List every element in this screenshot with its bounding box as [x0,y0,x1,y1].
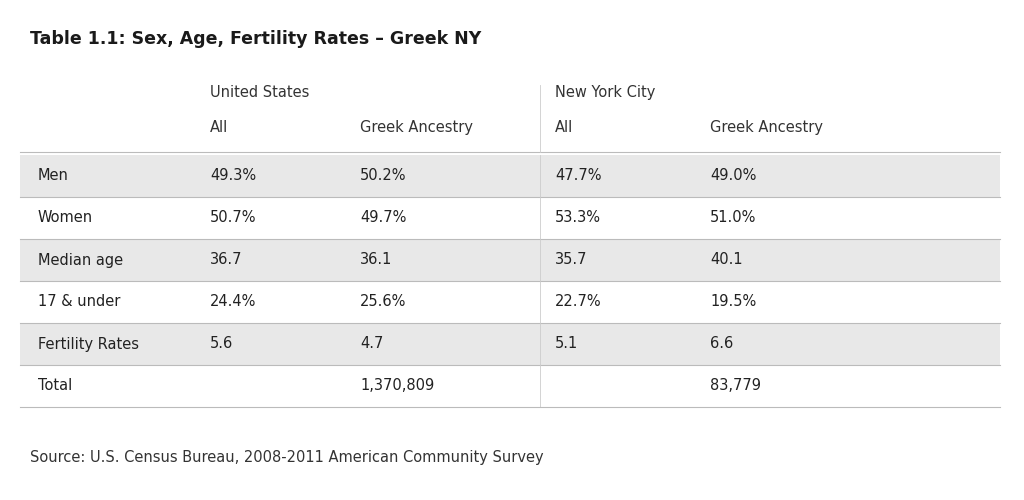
Bar [20,155,1000,197]
Text: 5.6: 5.6 [210,336,233,351]
Text: 4.7: 4.7 [360,336,383,351]
Text: 35.7: 35.7 [555,252,588,268]
Bar [20,323,1000,365]
Text: 1,370,809: 1,370,809 [360,378,434,394]
Bar [20,239,1000,281]
Text: 47.7%: 47.7% [555,168,601,184]
Text: 83,779: 83,779 [710,378,761,394]
Text: Table 1.1: Sex, Age, Fertility Rates – Greek NY: Table 1.1: Sex, Age, Fertility Rates – G… [30,30,481,48]
Text: 6.6: 6.6 [710,336,733,351]
Text: 17 & under: 17 & under [38,294,121,310]
Text: Total: Total [38,378,73,394]
Text: Fertility Rates: Fertility Rates [38,336,139,351]
Text: Men: Men [38,168,69,184]
Text: 5.1: 5.1 [555,336,579,351]
Text: 49.0%: 49.0% [710,168,757,184]
Text: 51.0%: 51.0% [710,210,757,226]
Text: 49.3%: 49.3% [210,168,256,184]
Text: 36.7: 36.7 [210,252,243,268]
Text: Women: Women [38,210,93,226]
Text: New York City: New York City [555,85,655,100]
Text: Greek Ancestry: Greek Ancestry [360,120,473,135]
Text: All: All [210,120,228,135]
Text: 50.7%: 50.7% [210,210,256,226]
Text: 49.7%: 49.7% [360,210,407,226]
Text: 25.6%: 25.6% [360,294,407,310]
Text: All: All [555,120,573,135]
Text: Median age: Median age [38,252,123,268]
Text: 36.1: 36.1 [360,252,392,268]
Text: Greek Ancestry: Greek Ancestry [710,120,823,135]
Text: Source: U.S. Census Bureau, 2008-2011 American Community Survey: Source: U.S. Census Bureau, 2008-2011 Am… [30,450,544,465]
Text: 40.1: 40.1 [710,252,742,268]
Text: 53.3%: 53.3% [555,210,601,226]
Text: 19.5%: 19.5% [710,294,757,310]
Text: 22.7%: 22.7% [555,294,602,310]
Text: 50.2%: 50.2% [360,168,407,184]
Text: 24.4%: 24.4% [210,294,256,310]
Text: United States: United States [210,85,309,100]
